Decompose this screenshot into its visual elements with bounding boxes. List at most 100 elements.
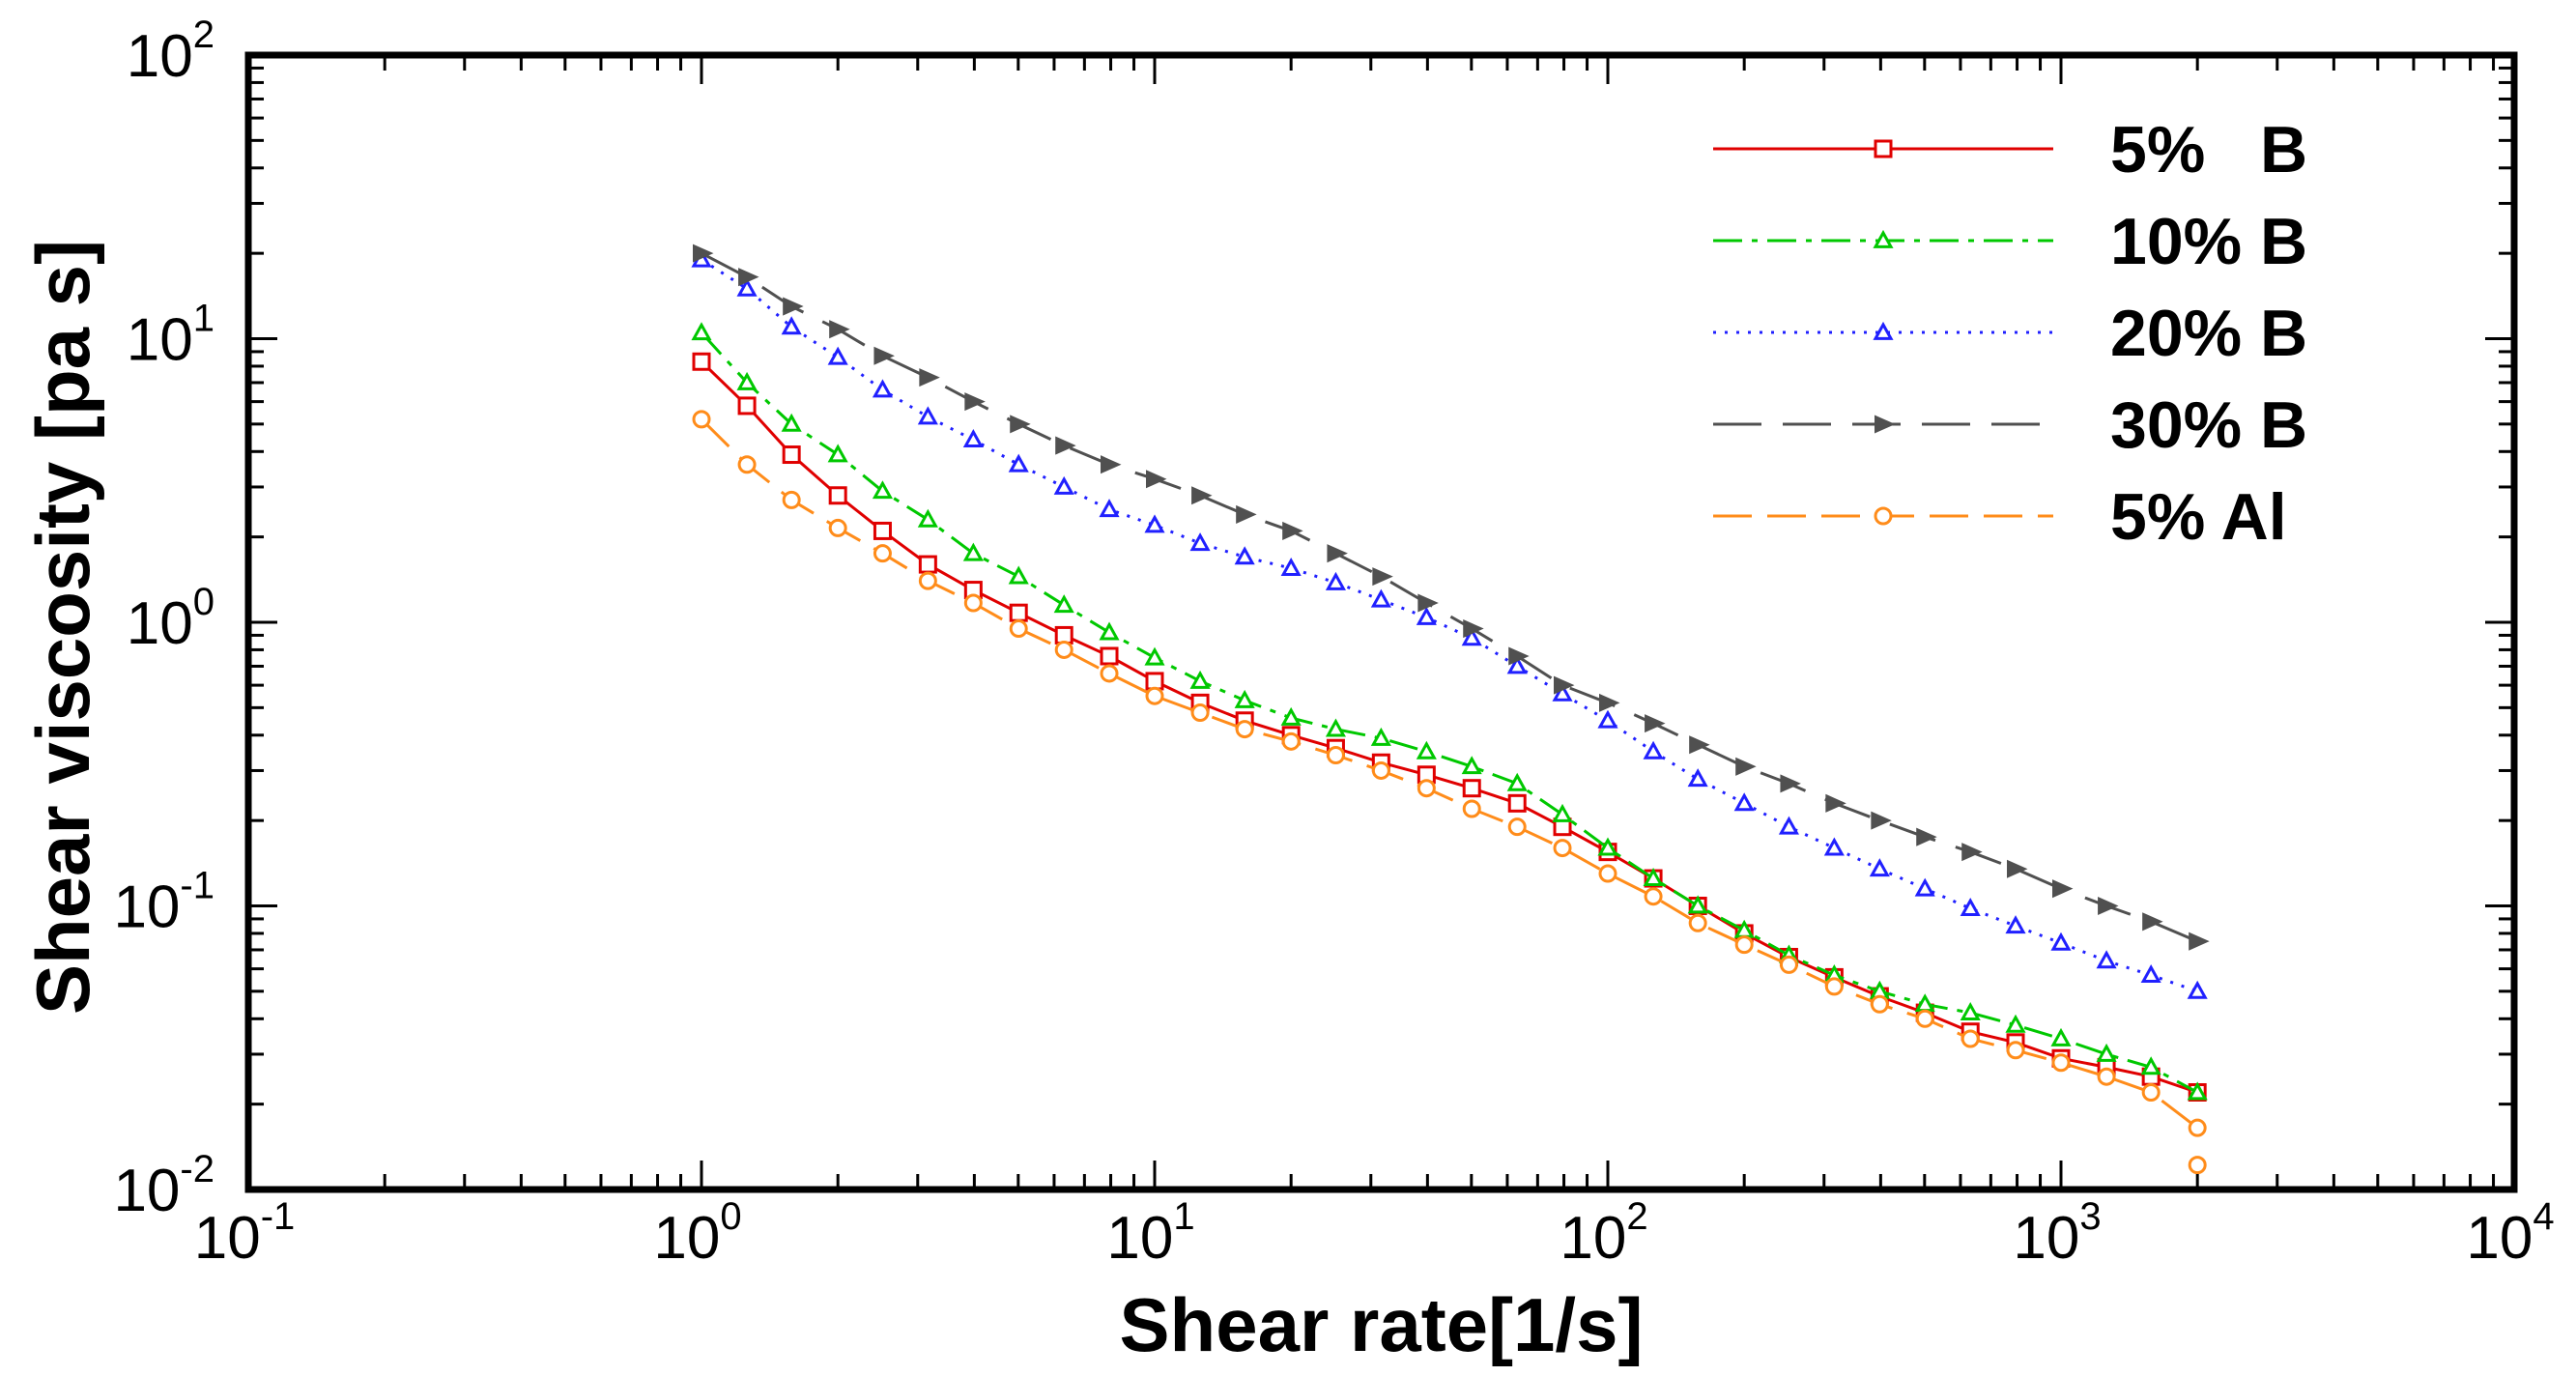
data-point (1644, 887, 1663, 906)
data-point (1645, 714, 1666, 733)
y-tick-label: 10-1 (113, 865, 215, 941)
data-point (1008, 565, 1029, 585)
data-point (2187, 980, 2208, 999)
data-point (1552, 682, 1573, 702)
data-point (1462, 799, 1481, 818)
data-point (1554, 675, 1575, 695)
legend-marker (1875, 415, 1896, 434)
data-point (1282, 521, 1303, 540)
data-point (1733, 792, 1755, 812)
data-point (1597, 709, 1618, 729)
data-point (1553, 839, 1572, 858)
data-point (1054, 640, 1073, 659)
legend-marker (1874, 139, 1893, 158)
data-point (829, 320, 850, 339)
data-point (1053, 475, 1074, 495)
data-point (781, 316, 802, 335)
data-point (1507, 793, 1527, 813)
data-point (1915, 1009, 1934, 1028)
legend-item-4: 5% Al (1713, 480, 2287, 554)
data-point (2189, 932, 2210, 951)
data-point (783, 297, 804, 316)
data-point (1371, 760, 1390, 780)
series-line (700, 417, 2199, 1130)
data-point (1191, 486, 1213, 505)
data-point (2050, 932, 2072, 951)
data-point (1370, 588, 1391, 608)
series-1 (691, 322, 2208, 1101)
data-point (963, 593, 983, 613)
data-point (917, 508, 938, 528)
data-point (1687, 895, 1708, 914)
data-point (2097, 1067, 2116, 1086)
data-point (1100, 664, 1119, 683)
legend-label: 5% B (2110, 113, 2307, 186)
data-point (1462, 779, 1481, 798)
data-point (1009, 603, 1028, 622)
legend-marker (1873, 229, 1894, 248)
data-point (1735, 757, 1757, 776)
data-point (1871, 811, 1892, 830)
series-4 (692, 410, 2207, 1137)
data-point (737, 455, 757, 474)
data-point (1643, 740, 1664, 760)
data-point (1010, 415, 1031, 434)
data-point (2052, 879, 2074, 899)
data-point (2188, 1156, 2207, 1175)
data-point (1053, 594, 1074, 614)
data-point (1327, 544, 1348, 563)
data-point (1823, 837, 1845, 856)
data-point (2188, 1118, 2207, 1137)
data-point (1779, 955, 1798, 974)
data-point (691, 322, 712, 341)
data-point (1370, 727, 1391, 746)
data-point (1461, 756, 1482, 775)
data-point (692, 410, 711, 429)
data-point (1506, 655, 1528, 674)
data-point (2187, 1081, 2208, 1101)
data-point (1100, 646, 1119, 666)
data-point (1416, 606, 1437, 625)
series-0 (692, 352, 2207, 1102)
data-point (2141, 1082, 2161, 1102)
data-point (1597, 837, 1618, 856)
data-point (1688, 913, 1707, 932)
data-point (1281, 731, 1301, 751)
x-tick-label: 101 (1106, 1195, 1194, 1272)
data-point (1326, 746, 1345, 765)
y-tick-label: 101 (127, 298, 215, 374)
data-point (693, 244, 714, 263)
data-point (1824, 977, 1844, 996)
data-point (1189, 670, 1211, 689)
x-tick-label: 10-1 (194, 1195, 296, 1272)
data-point (828, 518, 847, 537)
data-point (1417, 593, 1439, 613)
data-point (918, 555, 937, 574)
data-point (2006, 1041, 2025, 1060)
data-point (1145, 686, 1164, 705)
data-point (1960, 1001, 1981, 1020)
y-tick-label: 100 (127, 581, 215, 657)
data-point (737, 396, 757, 416)
data-point (1916, 827, 1937, 846)
data-point (1506, 772, 1528, 791)
legend-label: 10% B (2110, 205, 2307, 278)
y-axis-title: Shear viscosity [pa s] (20, 240, 105, 1015)
data-point (2096, 1043, 2117, 1062)
data-point (1961, 1029, 1980, 1048)
data-point (962, 542, 984, 561)
data-point (1099, 621, 1120, 641)
data-point (1780, 774, 1801, 793)
data-point (2050, 1027, 2072, 1046)
data-point (782, 445, 801, 465)
data-point (1235, 720, 1254, 739)
legend-item-2: 20% B (1713, 297, 2307, 370)
data-point (873, 521, 892, 540)
legend-item-1: 10% B (1713, 205, 2307, 278)
data-point (1234, 546, 1255, 565)
data-point (1778, 816, 1799, 835)
data-point (1961, 843, 1983, 862)
data-point (1734, 935, 1754, 955)
